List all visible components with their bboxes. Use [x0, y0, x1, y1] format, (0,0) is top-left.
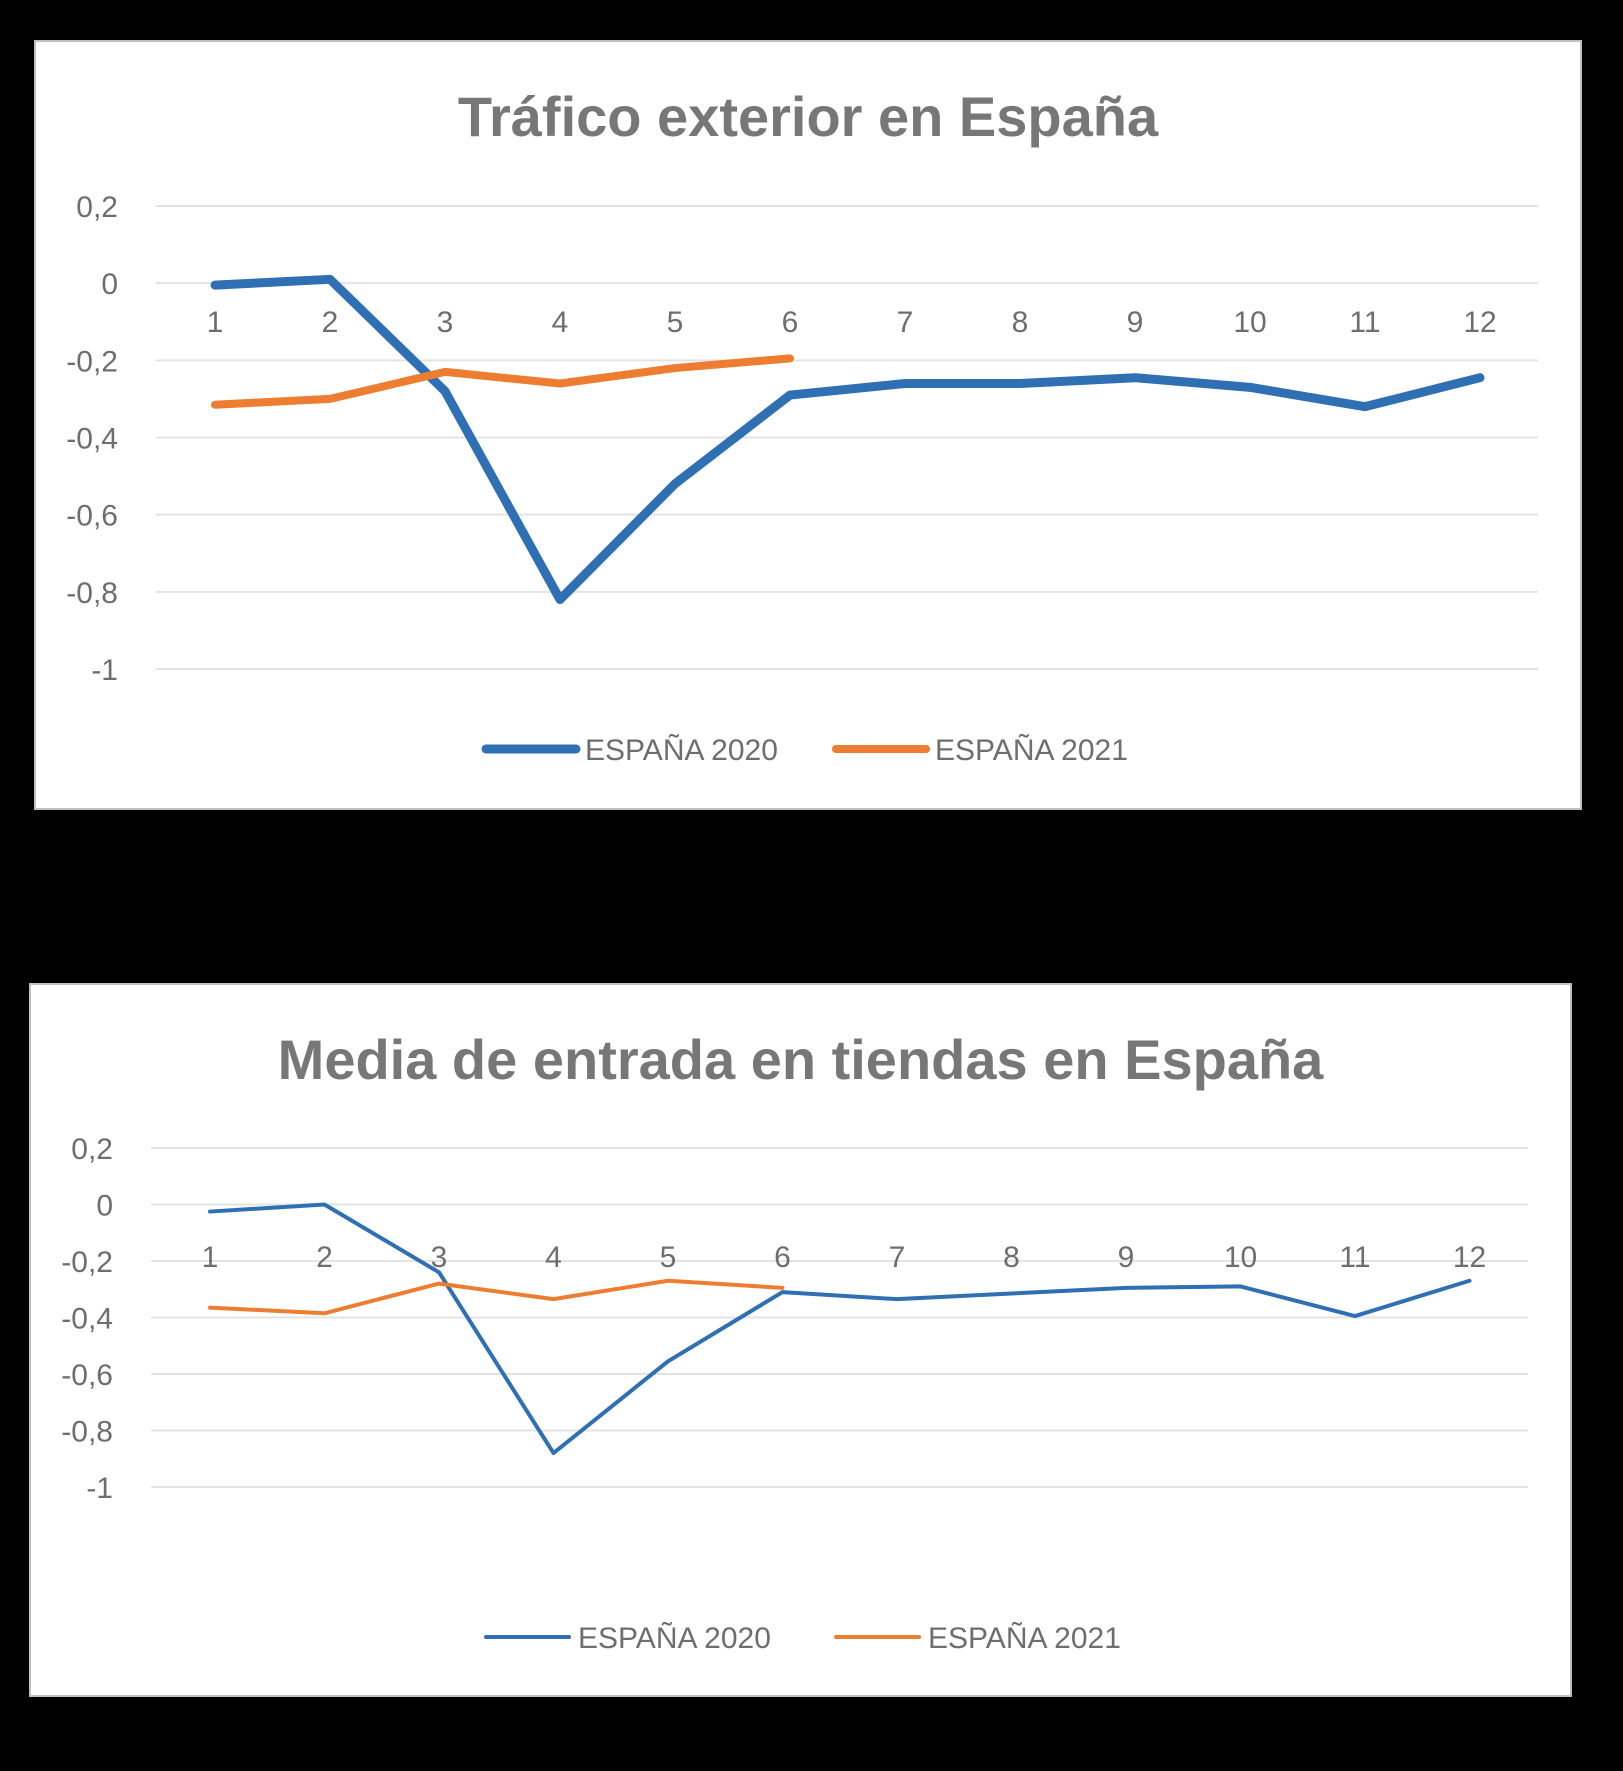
y-tick-label: -1 — [91, 654, 118, 687]
x-tick-label: 8 — [1012, 306, 1029, 339]
x-tick-label: 9 — [1118, 1241, 1135, 1274]
legend-label: ESPAÑA 2020 — [585, 733, 778, 767]
y-tick-label: -0,2 — [66, 345, 118, 378]
x-tick-label: 6 — [782, 306, 799, 339]
chart-panel-trafico: Tráfico exterior en España 0,2 0 -0,2 -0,4 -… — [34, 40, 1582, 810]
y-tick-label: 0 — [101, 268, 118, 301]
x-tick-label: 4 — [545, 1241, 562, 1274]
x-tick-label: 11 — [1349, 306, 1380, 339]
x-tick-label: 1 — [207, 306, 224, 339]
x-tick-label: 12 — [1463, 306, 1496, 339]
legend-label: ESPAÑA 2020 — [578, 1621, 771, 1655]
x-tick-label: 4 — [552, 306, 569, 339]
x-tick-label: 10 — [1224, 1241, 1257, 1274]
x-tick-label: 7 — [897, 306, 914, 339]
line-chart-trafico: 0,20-0,2-0,4-0,6-0,8-11 2 3 4 5 6 7 8 9 10 11 12ESP… — [66, 191, 1538, 767]
x-tick-label: 8 — [1003, 1241, 1020, 1274]
y-tick-label: 0,2 — [71, 1133, 113, 1166]
series-line-2021 — [211, 354, 794, 409]
x-tick-label: 9 — [1127, 306, 1144, 339]
series-line-2020 — [208, 1202, 1472, 1456]
y-tick-label: -0,8 — [66, 577, 118, 610]
x-tick-label: 12 — [1453, 1241, 1486, 1274]
x-tick-label: 3 — [437, 306, 454, 339]
line-chart-tiendas: 0,20-0,2-0,4-0,6-0,8-11 2 3 4 5 6 7 8 9 10 11 12ESP… — [61, 1133, 1528, 1655]
x-tick-label: 7 — [889, 1241, 906, 1274]
y-tick-label: -0,4 — [66, 423, 118, 456]
x-tick-label: 1 — [202, 1241, 219, 1274]
y-tick-label: -1 — [86, 1472, 113, 1505]
legend-label: ESPAÑA 2021 — [935, 733, 1128, 767]
legend-label: ESPAÑA 2021 — [928, 1621, 1121, 1655]
y-tick-label: -0,4 — [61, 1303, 113, 1336]
x-tick-label: 10 — [1233, 306, 1266, 339]
x-tick-label: 5 — [660, 1241, 677, 1274]
y-tick-label: -0,2 — [61, 1246, 113, 1279]
chart-panel-tiendas: Media de entrada en tiendas en España 0,… — [29, 983, 1572, 1697]
series-line-2020 — [210, 274, 1485, 605]
y-tick-label: -0,8 — [61, 1416, 113, 1449]
y-tick-label: -0,6 — [61, 1359, 113, 1392]
x-tick-label: 3 — [431, 1241, 448, 1274]
chart-title: Tráfico exterior en España — [457, 85, 1159, 148]
chart-title: Media de entrada en tiendas en España — [277, 1028, 1324, 1091]
x-tick-label: 6 — [774, 1241, 791, 1274]
x-tick-label: 2 — [316, 1241, 333, 1274]
y-tick-label: 0 — [96, 1190, 113, 1223]
x-tick-label: 11 — [1339, 1241, 1370, 1274]
x-tick-label: 2 — [322, 306, 339, 339]
y-tick-label: 0,2 — [76, 191, 118, 224]
series-line-2021 — [208, 1278, 785, 1316]
y-tick-label: -0,6 — [66, 500, 118, 533]
x-tick-label: 5 — [667, 306, 684, 339]
